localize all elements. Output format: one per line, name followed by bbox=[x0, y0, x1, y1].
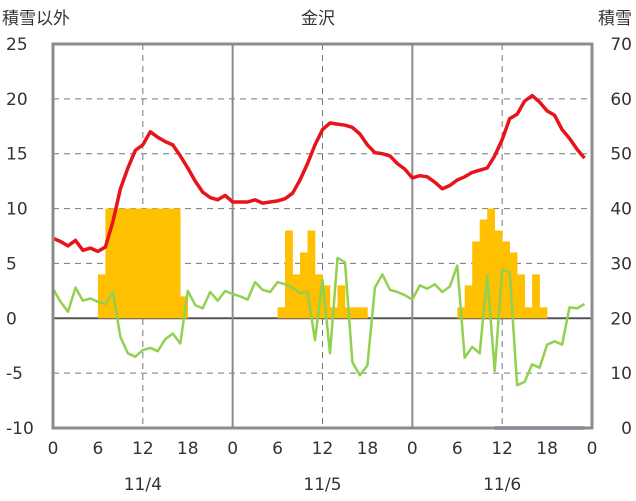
precipitation-bar bbox=[315, 274, 323, 319]
left-tick-label: 5 bbox=[6, 254, 17, 274]
x-tick-label: 0 bbox=[48, 439, 59, 459]
right-tick-label: 0 bbox=[621, 419, 632, 439]
precipitation-bar bbox=[142, 208, 151, 319]
precipitation-bar bbox=[532, 274, 540, 319]
precipitation-bar bbox=[165, 208, 174, 319]
right-tick-label: 50 bbox=[610, 145, 632, 165]
right-axis-label: 積雪 bbox=[598, 9, 632, 29]
left-tick-label: 25 bbox=[6, 35, 28, 55]
precipitation-bar bbox=[517, 274, 525, 319]
precipitation-bar bbox=[352, 307, 361, 319]
precipitation-bar bbox=[479, 219, 488, 319]
precipitation-bars bbox=[97, 208, 548, 319]
precipitation-bar bbox=[285, 230, 293, 319]
precipitation-bar bbox=[300, 252, 308, 319]
precipitation-bar bbox=[464, 285, 473, 319]
precipitation-bar bbox=[135, 208, 144, 319]
chart-title: 金沢 bbox=[301, 9, 335, 29]
x-tick-label: 6 bbox=[452, 439, 463, 459]
precipitation-bar bbox=[472, 241, 481, 319]
right-tick-label: 60 bbox=[610, 90, 632, 110]
date-labels: 11/4 11/5 11/6 bbox=[124, 475, 522, 495]
right-tick-label: 40 bbox=[610, 200, 632, 220]
left-tick-label: 20 bbox=[6, 90, 28, 110]
precipitation-bar bbox=[112, 208, 121, 319]
x-tick-label: 0 bbox=[227, 439, 238, 459]
left-tick-label: 0 bbox=[6, 309, 17, 329]
precipitation-bar bbox=[157, 208, 166, 319]
right-tick-label: 30 bbox=[610, 254, 632, 274]
precipitation-bar bbox=[539, 307, 548, 319]
x-tick-label: 0 bbox=[587, 439, 598, 459]
right-tick-label: 70 bbox=[610, 35, 632, 55]
temperature-line bbox=[52, 93, 586, 254]
precipitation-bar bbox=[105, 208, 114, 319]
x-tick-label: 6 bbox=[272, 439, 283, 459]
x-tick-label: 6 bbox=[93, 439, 104, 459]
date-label: 11/5 bbox=[303, 475, 341, 495]
precipitation-bar bbox=[359, 307, 368, 319]
x-tick-label: 18 bbox=[177, 439, 199, 459]
precipitation-bar bbox=[180, 296, 189, 319]
precipitation-bar bbox=[487, 208, 495, 319]
precipitation-bar bbox=[494, 230, 503, 319]
left-axis-label: 積雪以外 bbox=[2, 9, 70, 29]
precipitation-bar bbox=[172, 208, 181, 319]
precipitation-bar bbox=[322, 285, 331, 319]
x-tick-label: 12 bbox=[132, 439, 154, 459]
left-tick-label: 15 bbox=[6, 145, 28, 165]
precipitation-bar bbox=[292, 274, 301, 319]
precipitation-bar bbox=[337, 285, 346, 319]
precipitation-bar bbox=[277, 307, 286, 319]
left-tick-label: 10 bbox=[6, 200, 28, 220]
precipitation-bar bbox=[120, 208, 129, 319]
x-tick-label: 18 bbox=[357, 439, 379, 459]
left-axis-ticks: 25 20 15 10 5 0 -5 -10 bbox=[6, 35, 34, 439]
date-label: 11/4 bbox=[124, 475, 162, 495]
precipitation-bar bbox=[127, 208, 136, 319]
precipitation-bar bbox=[307, 230, 316, 319]
left-tick-label: -10 bbox=[6, 419, 34, 439]
precipitation-bar bbox=[502, 241, 510, 319]
x-axis-ticks: 0 6 12 18 0 6 12 18 0 6 12 18 0 bbox=[48, 439, 598, 459]
precipitation-bar bbox=[509, 252, 518, 319]
right-tick-label: 10 bbox=[610, 364, 632, 384]
precipitation-bar bbox=[150, 208, 159, 319]
right-tick-label: 20 bbox=[610, 309, 632, 329]
left-tick-label: -5 bbox=[6, 364, 23, 384]
plot-frame bbox=[51, 42, 594, 430]
precipitation-bar bbox=[97, 274, 106, 319]
precipitation-bar bbox=[524, 307, 533, 319]
x-tick-label: 12 bbox=[491, 439, 513, 459]
x-tick-label: 0 bbox=[407, 439, 418, 459]
wind-line bbox=[51, 256, 586, 387]
x-tick-label: 12 bbox=[312, 439, 334, 459]
right-axis-ticks: 70 60 50 40 30 20 10 0 bbox=[610, 35, 632, 439]
x-tick-label: 18 bbox=[536, 439, 558, 459]
date-label: 11/6 bbox=[483, 475, 521, 495]
